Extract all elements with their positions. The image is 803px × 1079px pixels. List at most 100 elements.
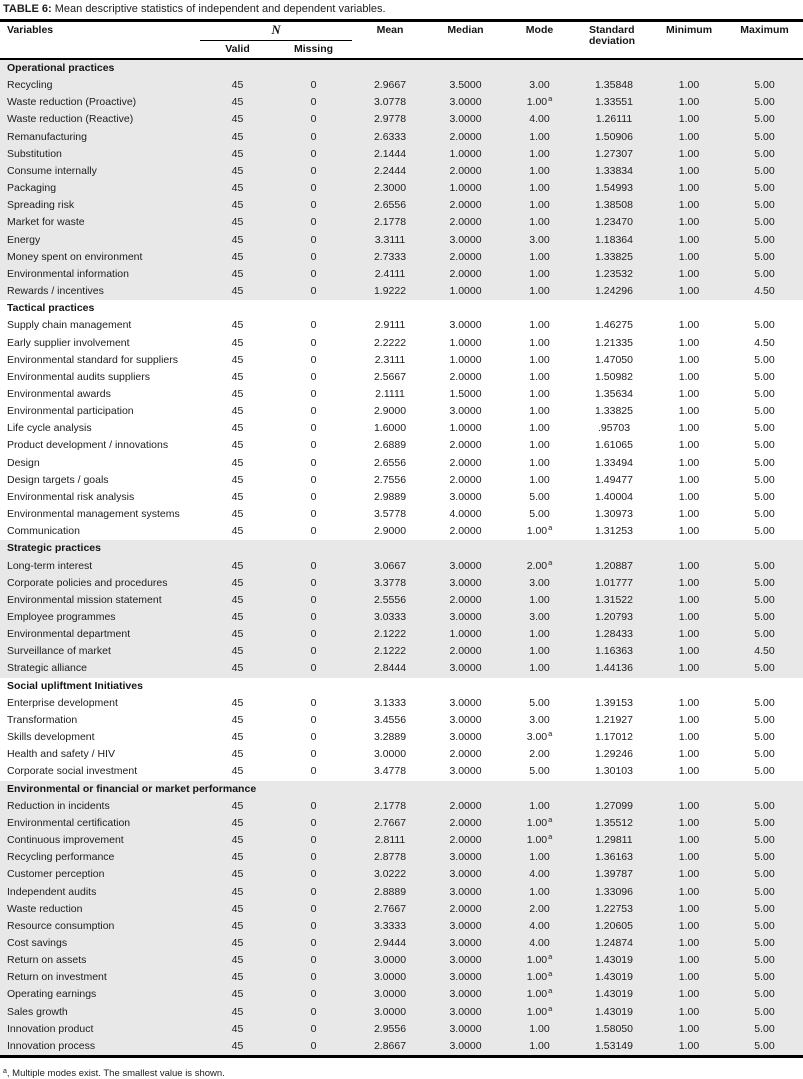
min-cell: 1.00	[678, 559, 700, 572]
variable-cell: Recycling performance	[7, 851, 115, 864]
mode-cell: 1.00	[529, 456, 550, 469]
max-cell: 5.00	[754, 456, 775, 469]
variable-cell: Remanufacturing	[7, 130, 87, 143]
max-cell: 5.00	[754, 902, 775, 915]
table-row: Skills development 45 0 3.2889 3.0000 3.00a 1.…	[0, 729, 803, 746]
missing-cell: 0	[310, 525, 317, 538]
mode-cell: 1.00	[529, 439, 550, 452]
min-cell: 1.00	[678, 611, 700, 623]
missing-cell: 0	[310, 319, 317, 332]
valid-cell: 45	[231, 919, 244, 932]
max-cell: 5.00	[754, 370, 775, 383]
variable-cell: Operating earnings	[7, 988, 97, 1001]
footnote: a, Multiple modes exist. The smallest va…	[0, 1058, 803, 1079]
mode-cell: 4.00	[529, 919, 550, 932]
sd-cell: 1.33834	[595, 164, 633, 177]
missing-cell: 0	[310, 456, 317, 469]
missing-cell: 0	[310, 799, 317, 812]
table-row: Design targets / goals 45 0 2.7556 2.0000 1.0…	[0, 472, 803, 489]
sd-cell: 1.33494	[595, 456, 633, 469]
median-cell: 3.0000	[449, 113, 482, 126]
sd-cell: 1.31253	[595, 525, 633, 538]
mode-cell: 1.00	[529, 593, 550, 606]
table-row: Environmental department 45 0 2.1222 1.0000 1…	[0, 626, 803, 644]
sd-cell: 1.53149	[595, 1039, 633, 1052]
missing-cell: 0	[310, 834, 317, 847]
valid-cell: 45	[231, 250, 244, 263]
header-variables: Variables	[7, 24, 54, 36]
mean-cell: 1.6000	[373, 422, 407, 435]
missing-cell: 0	[310, 285, 317, 298]
table-row: Supply chain management 45 0 2.9111 3.0000 1.…	[0, 317, 803, 334]
median-cell: 2.0000	[449, 130, 482, 143]
mode-cell: 5.00	[529, 490, 550, 503]
table-row: Transformation 45 0 3.4556 3.0000 3.00 1.21927…	[0, 712, 803, 729]
valid-cell: 45	[231, 353, 244, 366]
mode-cell: 1.00	[529, 422, 550, 435]
missing-cell: 0	[310, 816, 317, 829]
min-cell: 1.00	[678, 713, 700, 726]
median-cell: 1.0000	[449, 628, 482, 641]
min-cell: 1.00	[678, 902, 700, 915]
multiple-modes-marker: a	[548, 94, 553, 104]
variable-cell: Environmental mission statement	[7, 593, 162, 606]
mode-cell: 1.00a	[526, 986, 553, 1001]
sd-cell: 1.30103	[595, 765, 633, 778]
min-cell: 1.00	[678, 164, 700, 177]
valid-cell: 45	[231, 834, 244, 847]
sd-cell: 1.35634	[595, 387, 633, 400]
valid-cell: 45	[231, 731, 244, 744]
mode-cell: 1.00	[529, 130, 550, 143]
missing-cell: 0	[310, 919, 317, 932]
table-caption: TABLE 6: Mean descriptive statistics of …	[0, 0, 803, 19]
max-cell: 5.00	[754, 490, 775, 503]
sd-cell: 1.24296	[595, 285, 633, 298]
table-row: Health and safety / HIV 45 0 3.0000 2.0000 2.…	[0, 746, 803, 763]
min-cell: 1.00	[678, 508, 700, 521]
mean-cell: 3.3778	[373, 576, 407, 589]
section-header-row: Strategic practices	[0, 540, 803, 558]
min-cell: 1.00	[678, 593, 700, 606]
median-cell: 3.0000	[449, 936, 482, 949]
variable-cell: Innovation product	[7, 1022, 94, 1035]
mode-cell: 2.00	[529, 748, 550, 761]
variable-cell: Environmental audits suppliers	[7, 370, 150, 383]
table-row: Product development / innovations 45 0 2.68…	[0, 437, 803, 454]
sd-cell: 1.50982	[595, 370, 633, 383]
min-cell: 1.00	[678, 1022, 700, 1035]
mode-cell: 1.00	[529, 267, 550, 280]
min-cell: 1.00	[678, 851, 700, 864]
min-cell: 1.00	[678, 490, 700, 503]
multiple-modes-marker: a	[548, 729, 553, 739]
min-cell: 1.00	[678, 731, 700, 744]
valid-cell: 45	[231, 370, 244, 383]
median-cell: 2.0000	[449, 525, 482, 538]
variable-cell: Environmental risk analysis	[7, 490, 135, 503]
sd-cell: 1.43019	[595, 988, 633, 1001]
mean-cell: 3.0000	[373, 748, 407, 761]
max-cell: 5.00	[754, 885, 775, 898]
header-median: Median	[447, 24, 484, 36]
variable-cell: Communication	[7, 525, 80, 538]
min-cell: 1.00	[678, 387, 700, 400]
max-cell: 5.00	[754, 267, 775, 280]
valid-cell: 45	[231, 611, 244, 623]
section-title: Social upliftment Initiatives	[7, 679, 143, 692]
min-cell: 1.00	[678, 250, 700, 263]
table-row: Corporate policies and procedures 45 0 3.37…	[0, 574, 803, 592]
max-cell: 5.00	[754, 662, 775, 675]
mode-cell: 3.00	[529, 576, 550, 589]
missing-cell: 0	[310, 216, 317, 229]
missing-cell: 0	[310, 765, 317, 778]
missing-cell: 0	[310, 267, 317, 280]
mean-cell: 2.7333	[373, 250, 407, 263]
table-row: Environmental information 45 0 2.4111 2.0000…	[0, 265, 803, 284]
median-cell: 3.0000	[449, 988, 482, 1001]
missing-cell: 0	[310, 611, 317, 623]
variable-cell: Return on investment	[7, 971, 107, 984]
mode-cell: 1.00	[529, 182, 550, 195]
variable-cell: Customer perception	[7, 868, 105, 881]
table-row: Environmental risk analysis 45 0 2.9889 3.00…	[0, 489, 803, 506]
variable-cell: Environmental standard for suppliers	[7, 353, 179, 366]
max-cell: 5.00	[754, 816, 775, 829]
